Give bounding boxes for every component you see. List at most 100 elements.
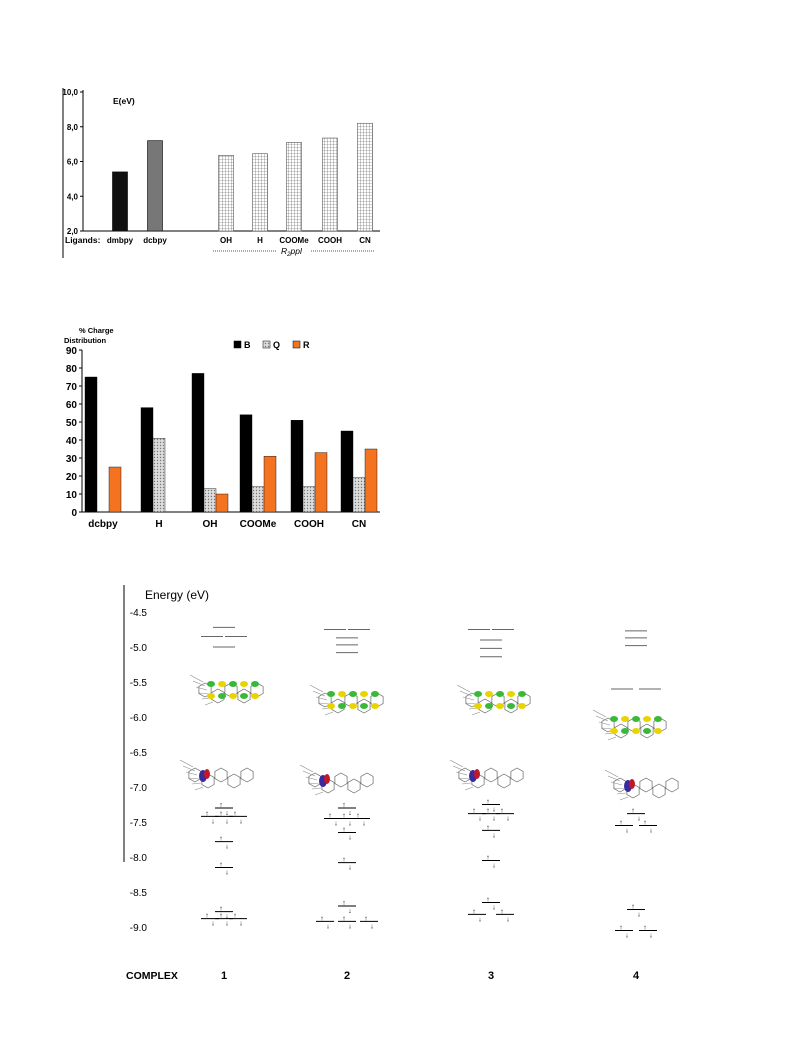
orbital-lobe <box>327 703 335 709</box>
orbital-lobe <box>474 703 482 709</box>
ring <box>504 698 518 714</box>
ring <box>478 698 492 714</box>
spin-down-arrow: ↓ <box>239 818 243 825</box>
bond <box>194 786 204 791</box>
bar-oh <box>218 155 234 232</box>
spin-down-arrow: ↓ <box>211 921 215 928</box>
bar-b-coome <box>239 414 253 513</box>
bond <box>459 690 473 697</box>
ring <box>497 773 511 789</box>
legend-label-r: R <box>303 340 310 350</box>
spin-up-arrow: ↑ <box>356 813 360 820</box>
spin-up-arrow: ↑ <box>328 813 332 820</box>
bond <box>315 696 328 701</box>
y-tick-label: 10,0 <box>62 88 78 97</box>
y-tick-label: 2,0 <box>67 227 79 236</box>
bond <box>619 796 629 801</box>
ring <box>237 688 251 704</box>
spin-down-arrow: ↓ <box>225 844 229 851</box>
ring <box>240 767 254 783</box>
y-tick-label: 40 <box>66 436 78 447</box>
bar-coome <box>286 142 302 232</box>
y-tick-label: -5.0 <box>130 643 148 654</box>
y-tick-label: -6.0 <box>130 713 148 724</box>
ring <box>510 767 524 783</box>
bond <box>182 765 196 772</box>
spin-down-arrow: ↓ <box>492 816 496 823</box>
orbital-lobe <box>632 728 640 734</box>
y-tick-label: 60 <box>66 400 78 411</box>
bond <box>452 765 466 772</box>
orbital-lobe <box>643 716 651 722</box>
ring <box>360 772 374 788</box>
bar-q-cooh <box>302 486 316 513</box>
spin-down-arrow: ↓ <box>478 916 482 923</box>
y-tick-label: 80 <box>66 364 78 375</box>
bond <box>455 771 468 776</box>
y-tick-label: 4,0 <box>67 192 79 201</box>
spin-up-arrow: ↑ <box>342 827 346 834</box>
complex-label: 2 <box>344 970 350 982</box>
orbital-lobe <box>654 728 662 734</box>
bar-r-dcbpy <box>108 466 122 513</box>
legend-swatch-q <box>262 340 271 349</box>
bond <box>616 792 627 795</box>
orbital-lobe <box>474 691 482 697</box>
bar-b-oh <box>191 373 205 513</box>
orbital-lobe <box>251 681 259 687</box>
bond <box>458 777 470 780</box>
y-tick-label: 10 <box>66 490 78 501</box>
bond <box>299 764 314 773</box>
x-tick-label: OH <box>220 236 232 245</box>
spin-up-arrow: ↑ <box>342 915 346 922</box>
ring <box>614 723 628 739</box>
spin-down-arrow: ↓ <box>225 870 229 877</box>
y-tick-label: -8.5 <box>130 888 148 899</box>
y-tick-label: 6,0 <box>67 158 79 167</box>
orbital-lobe <box>218 693 226 699</box>
y-tick-label: -8.0 <box>130 853 148 864</box>
spin-down-arrow: ↓ <box>348 821 352 828</box>
bar-q-h <box>152 438 166 513</box>
bond <box>456 684 471 693</box>
y-tick-label: -7.0 <box>130 783 148 794</box>
spin-down-arrow: ↓ <box>506 916 510 923</box>
homo-orbital-sketch <box>449 759 524 791</box>
bar-b-dcbpy <box>84 376 98 513</box>
orbital-lobe <box>507 703 515 709</box>
orbital-lobe <box>338 691 346 697</box>
orbital-lobe <box>654 716 662 722</box>
x-tick-label: COOH <box>318 236 342 245</box>
orbital-lobe <box>621 716 629 722</box>
ligands-label: Ligands: <box>65 235 101 245</box>
spin-up-arrow: ↑ <box>219 802 223 809</box>
spin-up-arrow: ↑ <box>219 913 223 920</box>
orbital-lobe <box>327 691 335 697</box>
y-tick-label: -9.0 <box>130 923 148 934</box>
spin-up-arrow: ↑ <box>486 824 490 831</box>
spin-up-arrow: ↑ <box>233 810 237 817</box>
spin-up-arrow: ↑ <box>219 810 223 817</box>
x-tick-label: dmbpy <box>107 236 134 245</box>
spin-down-arrow: ↓ <box>225 810 229 817</box>
y-axis-label: Energy (eV) <box>145 588 209 602</box>
orbital-lobe <box>518 703 526 709</box>
bar-b-cooh <box>290 420 304 513</box>
spin-down-arrow: ↓ <box>225 914 229 921</box>
bar-b-cn <box>340 430 354 513</box>
y-tick-label: 90 <box>66 346 78 357</box>
bond <box>462 696 475 701</box>
bond <box>189 674 204 683</box>
bar-r-oh <box>215 493 229 513</box>
orbital-lobe <box>496 691 504 697</box>
spin-up-arrow: ↑ <box>643 820 647 827</box>
orbital-energy-diagram: Energy (eV) -4.5 -5.0 -5.5 -6.0 -6.5 -7.0 -7.5… <box>123 585 679 982</box>
bond <box>607 736 617 741</box>
homo-orbital-sketch <box>179 759 254 791</box>
orbital-lobe <box>485 691 493 697</box>
spin-up-arrow: ↑ <box>486 897 490 904</box>
y-axis-label: E(eV) <box>113 96 135 106</box>
bar-cooh <box>322 137 338 232</box>
spin-up-arrow: ↑ <box>233 913 237 920</box>
orbital-lobe <box>610 716 618 722</box>
